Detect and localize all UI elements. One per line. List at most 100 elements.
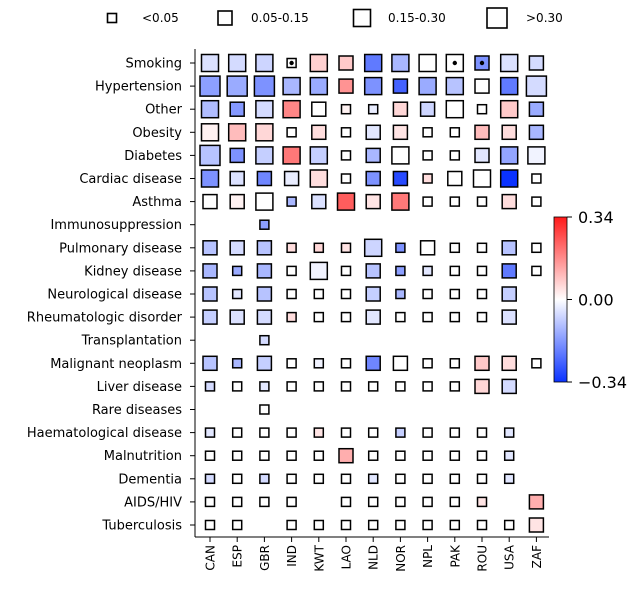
- cell-kidney-disease-gbr: [256, 263, 273, 279]
- cell-cardiac-disease-usa: [499, 169, 519, 188]
- cell-obesity-esp: [227, 123, 247, 142]
- cell-haematological-disease-npl: [422, 427, 433, 438]
- cell-malnutrition-pak: [449, 450, 461, 461]
- y-label-liver-disease: Liver disease: [97, 380, 182, 395]
- y-label-malnutrition: Malnutrition: [104, 449, 182, 464]
- cell-pulmonary-disease-usa: [501, 240, 517, 256]
- cell-asthma-nor: [391, 192, 410, 211]
- cell-obesity-nld: [365, 124, 381, 141]
- cell-neurological-disease-npl: [422, 288, 433, 300]
- cell-malnutrition-kwt: [313, 450, 325, 461]
- cell-kidney-disease-ind: [286, 265, 297, 277]
- cell-asthma-pak: [449, 196, 461, 207]
- cell-rheumatologic-disorder-rou: [476, 311, 488, 323]
- legend-size-label-0: <0.05: [142, 11, 179, 25]
- cell-tuberculosis-lao: [340, 519, 352, 531]
- cell-malignant-neoplasm-lao: [340, 358, 352, 369]
- x-label-nld: NLD: [367, 545, 381, 570]
- cell-aids-hiv-zaf: [528, 494, 545, 510]
- x-label-zaf: ZAF: [530, 545, 544, 568]
- cell-cardiac-disease-nld: [365, 170, 381, 187]
- cell-pulmonary-disease-esp: [229, 240, 245, 256]
- cell-malnutrition-lao: [338, 447, 354, 464]
- cell-other-nld: [367, 103, 379, 115]
- cell-aids-hiv-rou: [476, 496, 488, 508]
- cell-cardiac-disease-npl: [422, 173, 433, 184]
- cell-hypertension-npl: [418, 76, 437, 96]
- cell-haematological-disease-nor: [395, 427, 406, 438]
- cell-cardiac-disease-esp: [229, 170, 245, 187]
- cell-malignant-neoplasm-zaf: [531, 358, 542, 369]
- cell-obesity-can: [200, 123, 220, 142]
- cell-other-gbr: [255, 99, 274, 119]
- cell-diabetes-nor: [391, 146, 410, 165]
- cell-rheumatologic-disorder-nld: [365, 309, 381, 325]
- y-label-transplantation: Transplantation: [81, 334, 182, 349]
- cell-liver-disease-esp: [231, 381, 243, 392]
- heatmap-cells: [199, 53, 548, 533]
- cell-aids-hiv-can: [204, 496, 216, 508]
- cell-dementia-npl: [422, 473, 433, 485]
- cell-tuberculosis-kwt: [313, 519, 325, 531]
- cell-neurological-disease-gbr: [256, 286, 273, 302]
- legend-size-marker-1: [217, 10, 233, 26]
- cell-obesity-pak: [449, 127, 461, 138]
- cell-obesity-ind: [286, 127, 297, 138]
- cell-dementia-kwt: [313, 473, 325, 485]
- cell-asthma-kwt: [311, 193, 327, 210]
- cell-pulmonary-disease-ind: [286, 242, 297, 254]
- cell-rheumatologic-disorder-esp: [229, 309, 245, 325]
- cell-neurological-disease-ind: [286, 288, 297, 300]
- cell-kidney-disease-pak: [449, 265, 461, 277]
- cell-haematological-disease-kwt: [313, 427, 325, 438]
- cell-neurological-disease-lao: [340, 288, 352, 300]
- cell-dementia-nor: [395, 473, 406, 485]
- cell-malnutrition-nor: [395, 450, 406, 461]
- cell-cardiac-disease-can: [200, 169, 220, 188]
- cell-liver-disease-usa: [501, 378, 517, 395]
- cell-obesity-gbr: [255, 123, 274, 142]
- significance-marker-smoking-ind: [289, 60, 294, 66]
- cell-liver-disease-gbr: [259, 381, 270, 392]
- cell-tuberculosis-can: [204, 519, 216, 531]
- cell-smoking-gbr: [255, 53, 274, 73]
- x-label-pak: PAK: [448, 544, 462, 568]
- cell-neurological-disease-nld: [365, 286, 381, 302]
- colorbar: 0.34 0.00 −0.34: [553, 208, 627, 392]
- cell-rheumatologic-disorder-kwt: [313, 311, 325, 323]
- cell-cardiac-disease-ind: [283, 170, 300, 187]
- y-label-aids-hiv: AIDS/HIV: [124, 495, 182, 510]
- cell-kidney-disease-can: [202, 263, 218, 279]
- cell-other-npl: [419, 101, 436, 117]
- cell-liver-disease-npl: [422, 381, 433, 392]
- cell-cardiac-disease-gbr: [256, 170, 273, 187]
- cell-asthma-lao: [336, 192, 356, 211]
- cell-kidney-disease-npl: [422, 265, 433, 277]
- cell-malignant-neoplasm-nor: [392, 355, 409, 372]
- x-label-ind: IND: [285, 545, 299, 567]
- cell-diabetes-rou: [474, 147, 490, 164]
- cell-diabetes-lao: [340, 150, 352, 161]
- cell-other-ind: [282, 99, 301, 119]
- cell-dementia-gbr: [259, 473, 270, 485]
- cell-malnutrition-npl: [422, 450, 433, 461]
- cell-malnutrition-usa: [503, 450, 515, 461]
- cell-pulmonary-disease-lao: [340, 242, 352, 254]
- y-label-malignant-neoplasm: Malignant neoplasm: [50, 357, 182, 372]
- cell-pulmonary-disease-kwt: [313, 242, 325, 254]
- cell-aids-hiv-ind: [286, 496, 297, 508]
- x-label-rou: ROU: [476, 545, 490, 572]
- cell-kidney-disease-kwt: [309, 261, 329, 281]
- cell-other-rou: [476, 103, 488, 115]
- cell-kidney-disease-nor: [395, 265, 406, 277]
- cell-malignant-neoplasm-ind: [286, 358, 297, 369]
- cell-asthma-can: [202, 193, 218, 210]
- cell-other-pak: [445, 99, 465, 119]
- x-label-usa: USA: [503, 544, 517, 570]
- cell-kidney-disease-lao: [340, 265, 352, 277]
- cell-hypertension-usa: [499, 76, 519, 96]
- cell-other-nor: [392, 101, 409, 117]
- cell-malignant-neoplasm-kwt: [313, 358, 325, 369]
- cell-malignant-neoplasm-gbr: [256, 355, 273, 372]
- y-label-diabetes: Diabetes: [124, 149, 182, 164]
